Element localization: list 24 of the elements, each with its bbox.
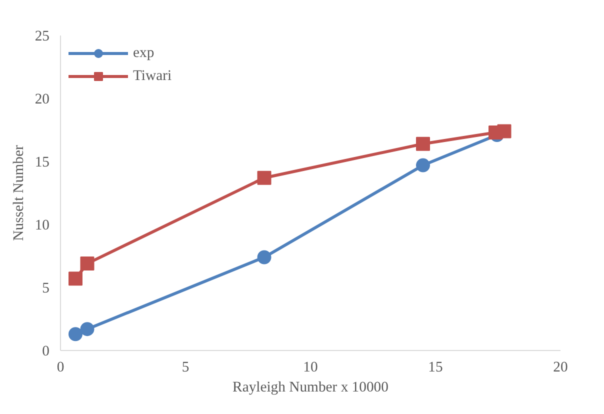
point [497, 124, 512, 138]
point [80, 256, 94, 271]
legend-label: exp [133, 44, 154, 62]
x-tick-label: 0 [56, 360, 64, 376]
point [257, 170, 272, 185]
point [80, 322, 94, 336]
y-tick-label: 0 [42, 344, 50, 360]
x-tick-label: 5 [182, 360, 190, 376]
legend-label: Tiwari [133, 68, 172, 84]
x-axis-title: Rayleigh Number x 10000 [232, 380, 388, 396]
y-tick-label: 25 [34, 28, 50, 44]
point [416, 158, 430, 172]
y-tick-label: 15 [34, 154, 50, 170]
x-tick-label: 10 [303, 360, 318, 376]
point [416, 136, 430, 151]
x-tick-label: 20 [553, 360, 568, 376]
point [68, 272, 82, 286]
y-tick-label: 20 [34, 92, 50, 108]
point [257, 250, 272, 264]
x-tick-label: 15 [428, 360, 443, 376]
y-tick-label: 5 [42, 280, 50, 296]
point [68, 327, 82, 342]
y-tick-label: 10 [34, 218, 50, 234]
y-axis-title: Nusselt Number [10, 145, 27, 241]
